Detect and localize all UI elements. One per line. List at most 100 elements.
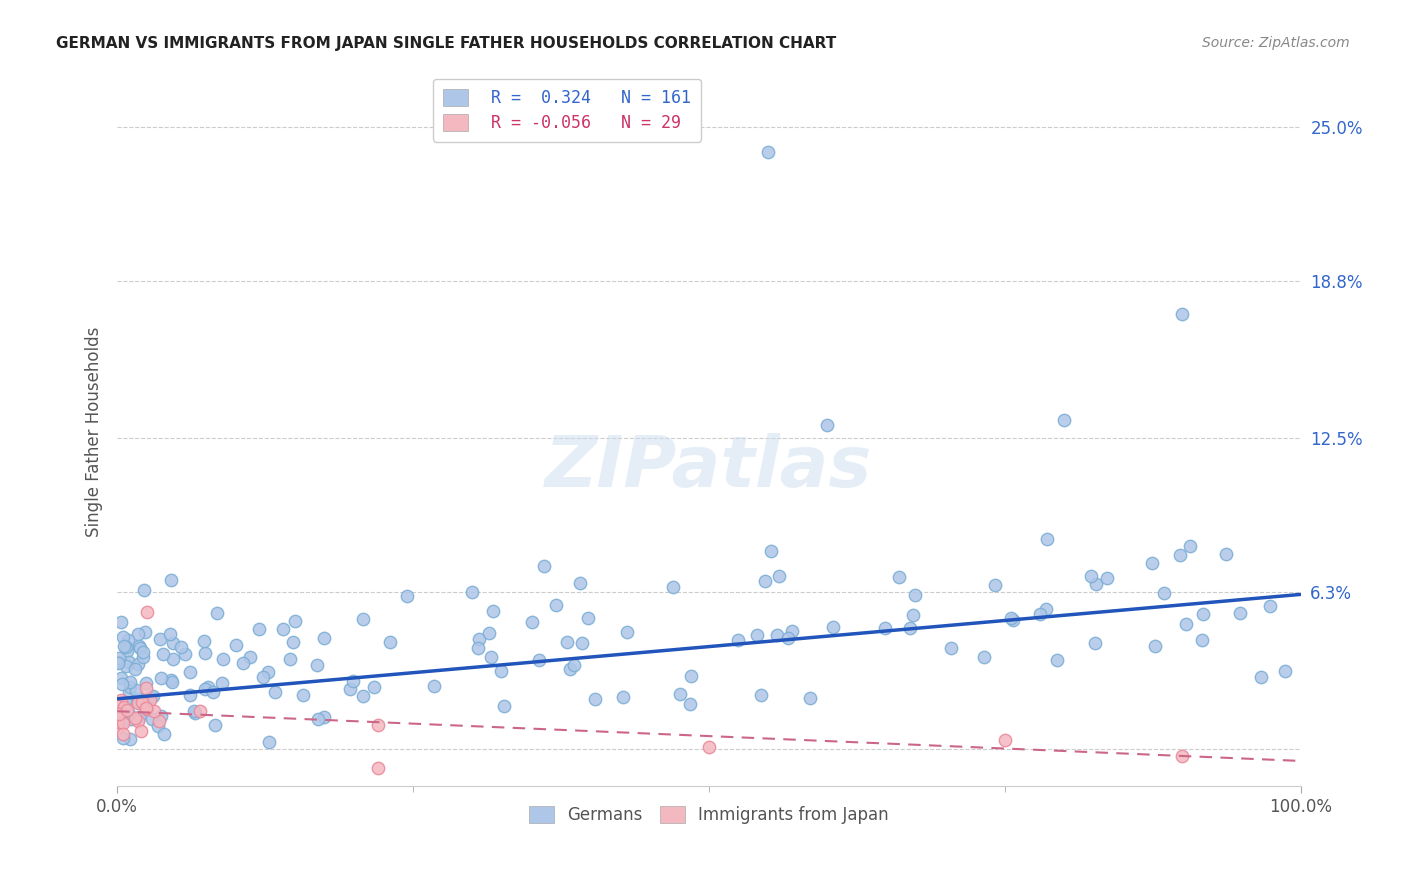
Point xyxy=(889,570,911,584)
Point xyxy=(143,704,166,718)
Point xyxy=(527,653,550,667)
Point xyxy=(108,714,131,729)
Point xyxy=(482,604,505,618)
Point xyxy=(239,649,262,664)
Point xyxy=(184,706,207,721)
Point xyxy=(146,718,169,732)
Point xyxy=(136,702,159,716)
Point xyxy=(568,575,591,590)
Point xyxy=(211,676,233,690)
Point xyxy=(107,656,129,670)
Point xyxy=(1001,613,1024,627)
Point xyxy=(125,683,148,698)
Point xyxy=(135,681,157,696)
Point xyxy=(124,711,146,725)
Point xyxy=(661,580,683,594)
Point xyxy=(751,688,773,702)
Point xyxy=(150,709,173,723)
Point xyxy=(352,689,374,703)
Point xyxy=(367,761,389,775)
Point xyxy=(183,704,205,718)
Point xyxy=(489,664,512,678)
Point xyxy=(135,605,157,619)
Point xyxy=(342,673,364,688)
Point xyxy=(120,680,142,694)
Point xyxy=(112,699,135,714)
Point xyxy=(284,615,307,629)
Point xyxy=(984,578,1007,592)
Point xyxy=(129,641,152,656)
Point xyxy=(193,633,215,648)
Point xyxy=(727,633,749,648)
Point xyxy=(669,688,692,702)
Point xyxy=(271,622,294,636)
Point xyxy=(776,631,799,645)
Point xyxy=(423,680,446,694)
Point xyxy=(257,735,280,749)
Point xyxy=(461,584,484,599)
Point xyxy=(118,656,141,670)
Point xyxy=(1143,639,1166,653)
Point xyxy=(179,665,201,680)
Point xyxy=(247,622,270,636)
Point xyxy=(305,658,328,673)
Point xyxy=(780,624,803,638)
Point xyxy=(110,692,132,706)
Point xyxy=(973,650,995,665)
Point xyxy=(225,638,247,652)
Point xyxy=(108,704,131,718)
Point xyxy=(1192,607,1215,621)
Point xyxy=(107,699,129,714)
Point xyxy=(232,656,254,670)
Point xyxy=(149,671,172,685)
Point xyxy=(544,598,567,612)
Point xyxy=(135,675,157,690)
Point xyxy=(1053,413,1076,427)
Point xyxy=(1095,571,1118,585)
Point xyxy=(132,649,155,664)
Point xyxy=(1029,607,1052,621)
Point xyxy=(1035,602,1057,616)
Text: Source: ZipAtlas.com: Source: ZipAtlas.com xyxy=(1202,36,1350,50)
Point xyxy=(1229,606,1251,620)
Point xyxy=(128,692,150,706)
Point xyxy=(478,626,501,640)
Point xyxy=(127,627,149,641)
Point xyxy=(127,714,149,728)
Point xyxy=(107,721,129,735)
Point xyxy=(111,677,134,691)
Point xyxy=(153,727,176,741)
Point xyxy=(127,696,149,710)
Point xyxy=(115,644,138,658)
Point xyxy=(263,685,285,699)
Point xyxy=(159,627,181,641)
Point xyxy=(768,569,790,583)
Point xyxy=(292,688,315,702)
Point xyxy=(903,607,925,622)
Point xyxy=(941,640,963,655)
Point xyxy=(128,639,150,653)
Point xyxy=(115,697,138,711)
Point xyxy=(1215,547,1237,561)
Point xyxy=(162,636,184,650)
Point xyxy=(188,705,211,719)
Point xyxy=(307,712,329,726)
Point xyxy=(378,635,401,649)
Point xyxy=(562,658,585,673)
Point xyxy=(131,695,153,709)
Point xyxy=(132,645,155,659)
Text: GERMAN VS IMMIGRANTS FROM JAPAN SINGLE FATHER HOUSEHOLDS CORRELATION CHART: GERMAN VS IMMIGRANTS FROM JAPAN SINGLE F… xyxy=(56,36,837,51)
Point xyxy=(1171,307,1194,321)
Point xyxy=(616,625,638,640)
Point xyxy=(352,612,374,626)
Point xyxy=(583,692,606,706)
Point xyxy=(110,671,132,685)
Legend: Germans, Immigrants from Japan: Germans, Immigrants from Japan xyxy=(519,796,898,834)
Point xyxy=(697,739,720,754)
Point xyxy=(339,682,361,697)
Point xyxy=(281,635,304,649)
Y-axis label: Single Father Households: Single Father Households xyxy=(86,326,103,537)
Point xyxy=(139,690,162,705)
Point xyxy=(257,665,280,679)
Point xyxy=(468,632,491,647)
